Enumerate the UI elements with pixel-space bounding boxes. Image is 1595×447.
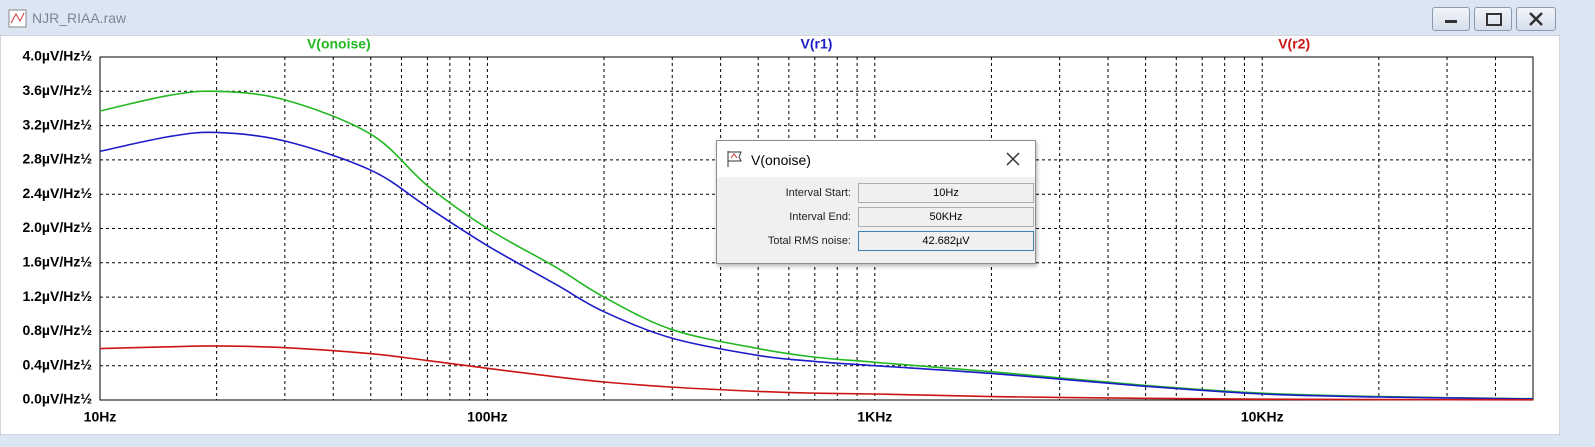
y-tick-label: 0.8µV/Hz½ (22, 322, 92, 338)
y-tick-label: 1.6µV/Hz½ (22, 254, 92, 270)
dialog-row: Total RMS noise: 42.682µV (717, 231, 1035, 251)
maximize-button[interactable] (1474, 7, 1512, 31)
app-icon (8, 9, 27, 28)
window-title: NJR_RIAA.raw (32, 10, 127, 26)
noise-dialog: V(onoise) Interval Start: 10Hz Interval En… (716, 140, 1036, 264)
field-label: Total RMS noise: (767, 235, 851, 247)
y-tick-label: 2.0µV/Hz½ (22, 219, 92, 235)
field-value[interactable]: 50KHz (858, 207, 1034, 227)
series-line (99, 131, 1534, 400)
close-button[interactable] (1516, 7, 1556, 31)
series-line (99, 345, 1534, 401)
y-tick-label: 0.4µV/Hz½ (22, 356, 92, 372)
y-tick-label: 1.2µV/Hz½ (22, 288, 92, 304)
x-tick-label: 1KHz (857, 409, 892, 425)
x-tick-label: 10KHz (1241, 409, 1284, 425)
field-label: Interval End: (789, 211, 851, 223)
x-tick-label: 100Hz (467, 409, 507, 425)
legend-label: V(onoise) (307, 36, 371, 52)
y-tick-label: 3.6µV/Hz½ (22, 82, 92, 98)
plot-window: 10Hz 100Hz 1KHz 10KHz 0.0µV/Hz½ 0.4µV/Hz½ 0.8µ… (0, 35, 1560, 435)
legend-label: V(r1) (801, 36, 833, 52)
plot-frame (99, 56, 1534, 401)
field-label: Interval Start: (785, 187, 851, 199)
dialog-row: Interval End: 50KHz (717, 207, 1035, 227)
minimize-button[interactable] (1432, 7, 1470, 31)
y-tick-label: 3.2µV/Hz½ (22, 116, 92, 132)
y-tick-label: 0.0µV/Hz½ (22, 391, 92, 407)
dialog-close[interactable] (1005, 151, 1021, 167)
field-value[interactable]: 42.682µV (858, 231, 1034, 251)
dialog-icon (727, 151, 742, 167)
dialog-title: V(onoise) (751, 152, 811, 168)
y-tick-label: 2.4µV/Hz½ (22, 185, 92, 201)
dialog-titlebar: V(onoise) (717, 141, 1035, 177)
dialog-row: Interval Start: 10Hz (717, 183, 1035, 203)
legend-label: V(r2) (1278, 36, 1310, 52)
y-tick-label: 2.8µV/Hz½ (22, 151, 92, 167)
y-tick-label: 4.0µV/Hz½ (22, 48, 92, 64)
field-value[interactable]: 10Hz (858, 183, 1034, 203)
x-tick-label: 10Hz (84, 409, 117, 425)
